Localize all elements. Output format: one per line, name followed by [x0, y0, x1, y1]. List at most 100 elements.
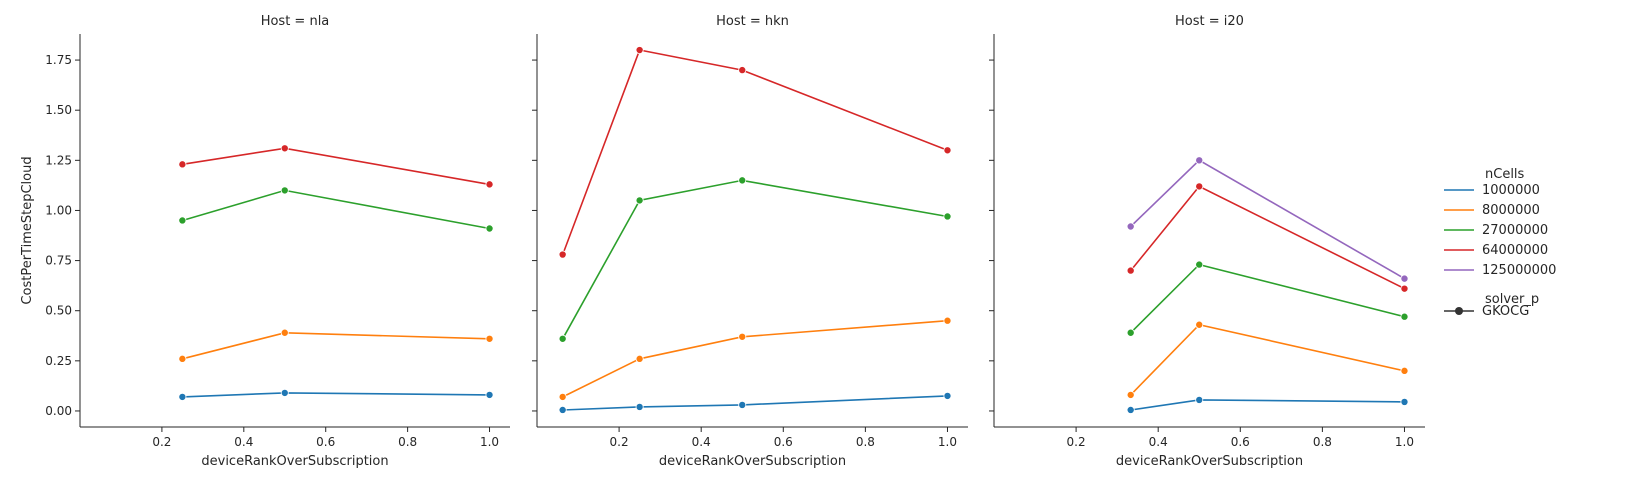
x-tick-label: 0.2: [1067, 435, 1086, 449]
x-tick-label: 0.8: [398, 435, 417, 449]
data-point-27000000: [558, 334, 567, 343]
panel-2: Host = hkn 0.2 0.4 0.6 0.8 1.0 deviceRankOverS…: [532, 14, 968, 469]
y-tick-label: 0.50: [45, 304, 72, 318]
y-tick-label: 1.75: [45, 53, 72, 67]
data-point-125000000: [1195, 156, 1204, 165]
data-point-1000000: [558, 405, 567, 414]
data-point-1000000: [635, 402, 644, 411]
data-point-8000000: [485, 334, 494, 343]
x-tick-label: 1.0: [938, 435, 957, 449]
series-line-27000000: [562, 179, 948, 340]
x-tick-label: 0.8: [856, 435, 875, 449]
series-line-27000000: [1130, 263, 1405, 334]
data-point-1000000: [485, 390, 494, 399]
data-point-27000000: [635, 196, 644, 205]
series-line-27000000: [182, 189, 490, 230]
chart-panels: Host = nla 0.2 0.4 0.6 0.8 1.0 0.00 0.25 0.50 0.7…: [20, 14, 1425, 469]
data-point-125000000: [1400, 274, 1409, 283]
y-tick-label: 0.00: [45, 404, 72, 418]
panel-title: Host = nla: [261, 14, 330, 29]
x-tick-label: 1.0: [1395, 435, 1414, 449]
panel-title: Host = hkn: [716, 14, 789, 29]
legend: nCells 1000000 8000000 27000000 64000000 125…: [1444, 167, 1556, 319]
x-tick-label: 0.2: [152, 435, 171, 449]
data-point-8000000: [178, 354, 187, 363]
y-tick-label: 1.00: [45, 203, 72, 217]
data-point-64000000: [1195, 182, 1204, 191]
legend-label-8000000: 8000000: [1482, 203, 1540, 218]
data-point-8000000: [1195, 320, 1204, 329]
x-tick-label: 0.8: [1313, 435, 1332, 449]
data-point-1000000: [178, 392, 187, 401]
data-point-64000000: [1400, 284, 1409, 293]
data-point-8000000: [1400, 366, 1409, 375]
x-tick-label: 0.6: [316, 435, 335, 449]
data-point-64000000: [178, 160, 187, 169]
data-point-8000000: [558, 392, 567, 401]
y-axis-label: CostPerTimeStepCloud: [20, 156, 35, 304]
legend-style-title: solver_p: [1485, 292, 1539, 307]
data-point-27000000: [1195, 260, 1204, 269]
x-tick-label: 0.4: [692, 435, 711, 449]
legend-style-label-GKOCG: GKOCG: [1482, 304, 1529, 319]
series-line-1000000: [562, 395, 948, 411]
panel-title: Host = i20: [1175, 14, 1244, 29]
data-point-1000000: [280, 388, 289, 397]
series-line-8000000: [182, 331, 490, 360]
x-tick-label: 0.6: [774, 435, 793, 449]
data-point-8000000: [1126, 390, 1135, 399]
legend-style-entries: GKOCG: [1444, 304, 1529, 319]
data-point-1000000: [1400, 397, 1409, 406]
panel-3: Host = i20 0.2 0.4 0.6 0.8 1.0 deviceRankOverS…: [989, 14, 1425, 469]
series-line-1000000: [1130, 399, 1405, 411]
data-point-27000000: [1400, 312, 1409, 321]
data-point-1000000: [738, 400, 747, 409]
data-point-27000000: [738, 176, 747, 185]
data-point-1000000: [1195, 395, 1204, 404]
data-point-64000000: [635, 46, 644, 55]
series-line-64000000: [182, 147, 490, 186]
x-tick-label: 0.4: [234, 435, 253, 449]
data-point-1000000: [1126, 405, 1135, 414]
data-point-64000000: [1126, 266, 1135, 275]
y-tick-label: 0.75: [45, 254, 72, 268]
data-point-8000000: [280, 328, 289, 337]
legend-style-marker-GKOCG: [1455, 307, 1463, 315]
x-tick-label: 1.0: [480, 435, 499, 449]
legend-title: nCells: [1485, 167, 1525, 182]
y-tick-label: 0.25: [45, 354, 72, 368]
y-tick-label: 1.50: [45, 103, 72, 117]
series-line-1000000: [182, 392, 490, 398]
x-tick-label: 0.2: [610, 435, 629, 449]
data-point-64000000: [280, 144, 289, 153]
series-line-8000000: [562, 319, 948, 398]
legend-label-125000000: 125000000: [1482, 263, 1556, 278]
data-point-27000000: [485, 224, 494, 233]
data-point-64000000: [485, 180, 494, 189]
x-axis-label: deviceRankOverSubscription: [659, 454, 846, 469]
legend-label-27000000: 27000000: [1482, 223, 1548, 238]
data-point-64000000: [738, 66, 747, 75]
x-tick-label: 0.6: [1231, 435, 1250, 449]
data-point-8000000: [738, 332, 747, 341]
data-point-64000000: [558, 250, 567, 259]
data-point-27000000: [1126, 328, 1135, 337]
x-tick-label: 0.4: [1149, 435, 1168, 449]
legend-label-1000000: 1000000: [1482, 183, 1540, 198]
series-line-64000000: [561, 49, 948, 255]
y-tick-label: 1.25: [45, 153, 72, 167]
series-line-64000000: [1130, 185, 1405, 290]
data-point-27000000: [943, 212, 952, 221]
data-point-27000000: [280, 186, 289, 195]
legend-label-64000000: 64000000: [1482, 243, 1548, 258]
x-axis-label: deviceRankOverSubscription: [201, 454, 388, 469]
panel-1: Host = nla 0.2 0.4 0.6 0.8 1.0 0.00 0.25 0.50 0.7…: [20, 14, 510, 469]
x-axis-label: deviceRankOverSubscription: [1116, 454, 1303, 469]
data-point-1000000: [943, 391, 952, 400]
data-point-8000000: [635, 354, 644, 363]
legend-entries: 1000000 8000000 27000000 64000000 125000000: [1444, 183, 1556, 278]
series-line-8000000: [1130, 323, 1405, 396]
data-point-8000000: [943, 316, 952, 325]
data-point-27000000: [178, 216, 187, 225]
